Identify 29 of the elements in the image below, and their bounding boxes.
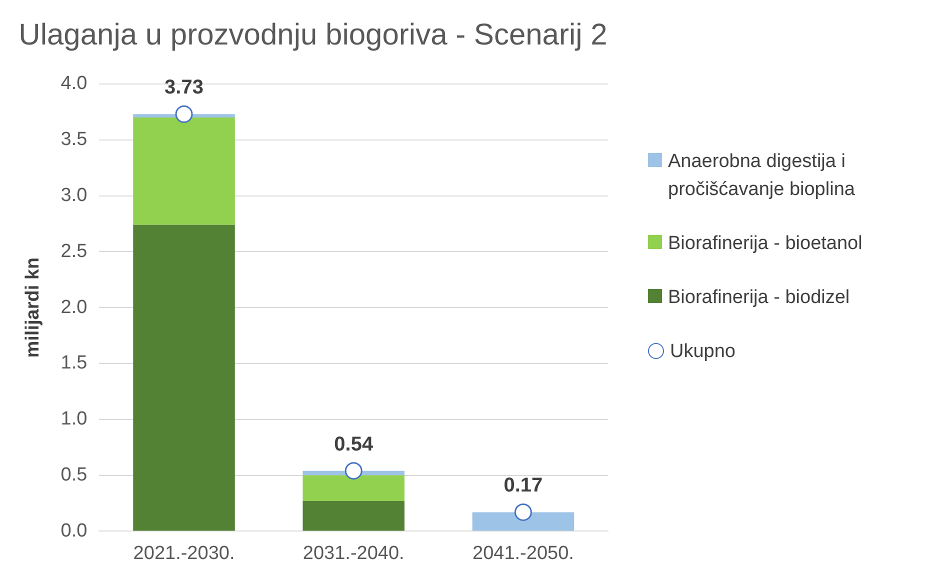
- y-axis-title: milijardi kn: [22, 257, 44, 358]
- data-label: 3.73: [164, 76, 204, 99]
- legend-label: Biorafinerija - bioetanol: [668, 232, 862, 256]
- x-tick-label: 2041.-2050.: [472, 542, 574, 564]
- y-tick-label: 0.5: [60, 464, 88, 486]
- bar: [302, 501, 404, 531]
- bar: [472, 512, 574, 531]
- bar: [133, 118, 235, 225]
- bar: [133, 224, 235, 531]
- legend-label: Biorafinerija - biodizel: [668, 286, 850, 310]
- bar: [302, 475, 404, 502]
- y-tick-label: 4.0: [60, 73, 88, 94]
- chart-title: Ulaganja u prozvodnju biogoriva - Scenarij 2: [18, 18, 608, 52]
- x-tick-label: 2021.-2030.: [133, 542, 235, 564]
- legend-label: Anaerobna digestija i pročišćavanje bioplina: [668, 150, 856, 202]
- y-tick-label: 2.5: [60, 240, 88, 262]
- y-tick-label: 3.5: [60, 129, 88, 150]
- y-tick-label: 1.0: [60, 408, 88, 430]
- y-tick-label: 3.0: [60, 185, 88, 206]
- point: [514, 503, 532, 521]
- x-tick-label: 2031.-2040.: [302, 542, 404, 564]
- point: [344, 462, 362, 480]
- y-tick-label: 1.5: [60, 352, 88, 374]
- legend-label: Ukupno: [670, 340, 736, 364]
- data-label: 0.17: [504, 474, 543, 497]
- y-tick-label: 0.0: [60, 520, 88, 542]
- point: [175, 105, 193, 123]
- y-tick-label: 2.0: [60, 296, 88, 318]
- data-label: 0.54: [334, 433, 374, 456]
